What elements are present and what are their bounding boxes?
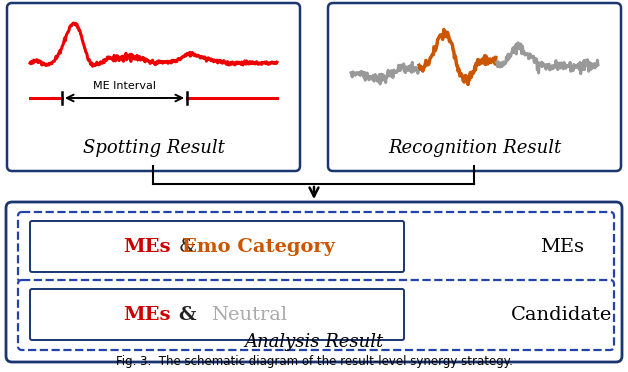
Text: &: & (178, 305, 196, 324)
FancyBboxPatch shape (18, 280, 614, 350)
Text: Recognition Result: Recognition Result (388, 139, 561, 157)
FancyBboxPatch shape (18, 212, 614, 282)
FancyBboxPatch shape (30, 221, 404, 272)
Text: MEs: MEs (540, 237, 584, 256)
FancyBboxPatch shape (30, 289, 404, 340)
Text: &: & (178, 237, 196, 256)
Text: Fig. 3.  The schematic diagram of the result-level synergy strategy.: Fig. 3. The schematic diagram of the res… (116, 356, 512, 369)
Text: MEs: MEs (123, 305, 171, 324)
FancyBboxPatch shape (328, 3, 621, 171)
Text: Neutral: Neutral (211, 305, 287, 324)
Text: Candidate: Candidate (511, 305, 613, 324)
Text: Spotting Result: Spotting Result (82, 139, 224, 157)
Text: ME Interval: ME Interval (93, 81, 156, 91)
Text: Emo Category: Emo Category (183, 237, 335, 256)
FancyBboxPatch shape (6, 202, 622, 362)
Text: Analysis Result: Analysis Result (244, 333, 384, 351)
FancyBboxPatch shape (7, 3, 300, 171)
Text: MEs: MEs (123, 237, 171, 256)
